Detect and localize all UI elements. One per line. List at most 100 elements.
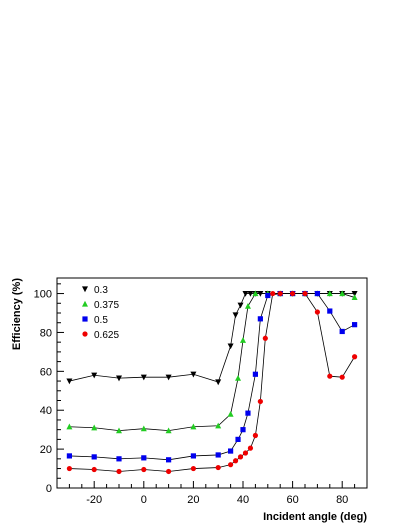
data-point [252,432,258,439]
data-point [339,374,345,380]
data-point [227,410,234,417]
data-point [116,468,122,475]
legend-label: 0.5 [94,315,108,326]
data-point [252,290,259,297]
data-point [302,290,308,297]
y-tick-label: 40 [40,405,52,417]
data-point [352,354,358,360]
data-point [91,424,98,431]
x-axis: -20 0 20 40 60 80 [56,481,368,506]
data-point [257,316,263,322]
data-point [190,423,197,430]
data-point [190,371,197,378]
x-axis-title: Incident angle (deg) [263,511,367,523]
data-point [237,454,244,460]
data-point [247,445,254,451]
legend: 0.3 0.375 0.5 0.625 [82,285,119,341]
y-tick-label: 100 [34,289,52,301]
series-line [69,293,355,461]
x-tick-label: 40 [237,494,249,506]
data-point [235,374,242,381]
data-point [339,290,346,297]
data-point [351,290,358,297]
data-point [314,309,320,315]
data-point [166,457,172,463]
x-tick-label: 60 [286,494,298,506]
data-point [352,322,358,328]
data-point [91,454,97,460]
data-point [215,422,222,429]
legend-label: 0.375 [94,300,119,311]
data-point [190,453,196,459]
data-point [327,308,333,314]
series-layer [66,290,358,475]
data-point [116,427,122,434]
data-point [270,290,276,297]
data-point [116,375,122,382]
data-point [257,398,263,405]
legend-marker [82,331,88,337]
data-point [262,335,268,341]
data-point [215,379,222,386]
data-point [314,290,320,297]
data-point [351,294,358,301]
data-point [232,312,239,319]
plot-border [56,277,368,489]
data-point [252,371,258,377]
data-point [165,374,172,381]
data-point [215,452,221,458]
data-point [190,465,196,472]
series-line [69,293,355,432]
data-point [66,465,72,472]
data-point [244,302,251,309]
data-point [277,290,283,297]
y-tick-label: 60 [40,366,52,378]
data-point [140,425,147,432]
data-point [66,378,73,385]
data-point [227,343,234,350]
data-point [116,456,122,462]
data-point [228,462,234,468]
y-tick-label: 80 [40,327,52,339]
data-point [327,373,333,379]
data-point [326,290,333,297]
data-point [215,464,221,471]
data-point [242,290,249,297]
data-point [140,374,147,381]
data-point [66,453,72,459]
y-axis: 0 20 40 60 80 100 [34,283,64,495]
data-point [91,466,97,473]
legend-marker [82,316,88,322]
series-0.375 [66,290,358,434]
data-point [228,448,234,454]
plot-frame [56,277,368,489]
data-point [141,466,147,473]
data-point [237,302,244,309]
y-axis-title: Efficiency (%) [11,278,23,350]
data-point [265,292,271,299]
data-point [232,458,239,464]
series-0.625 [66,290,358,475]
data-point [245,410,251,416]
legend-marker [82,300,88,307]
data-point [235,436,241,442]
data-point [66,423,73,430]
data-point [339,328,345,335]
x-tick-label: 0 [141,494,147,506]
data-point [165,427,172,434]
x-tick-label: -20 [86,494,102,506]
data-point [247,290,254,297]
series-line [69,293,355,472]
data-point [242,450,249,456]
series-0.5 [66,290,358,463]
data-point [240,427,246,433]
data-point [166,468,172,475]
y-tick-label: 0 [46,483,52,495]
data-point [240,337,246,343]
data-point [290,290,296,297]
x-tick-label: 80 [336,494,348,506]
legend-label: 0.3 [94,285,108,296]
legend-marker [82,286,88,293]
y-tick-label: 20 [40,444,52,456]
